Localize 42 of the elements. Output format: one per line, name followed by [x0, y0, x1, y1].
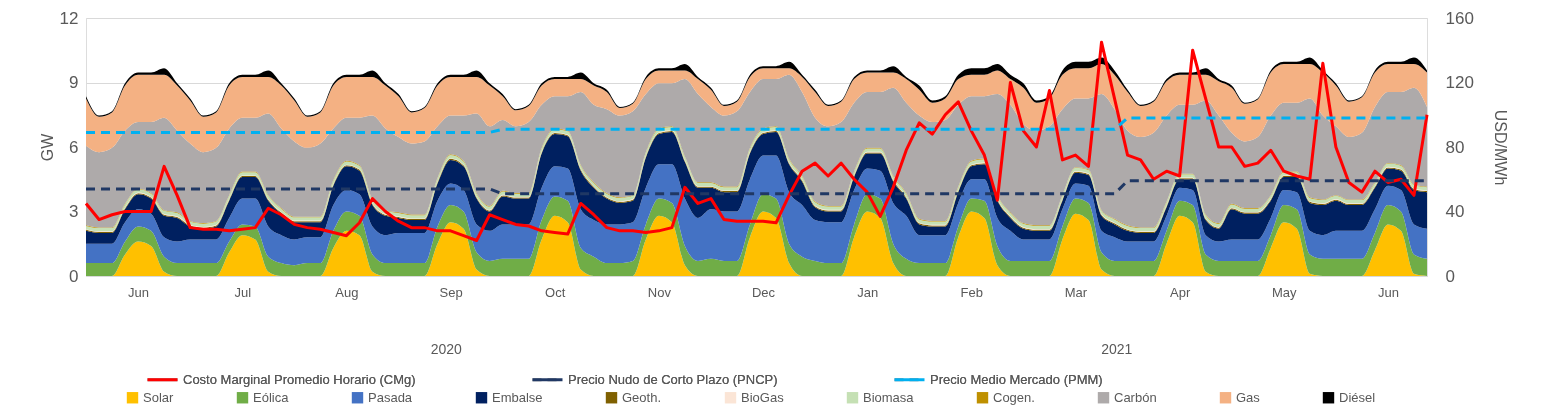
x-tick-label: Jan — [857, 284, 879, 300]
y2-tick-label: 80 — [1445, 137, 1465, 157]
legend-label: Carbón — [1114, 389, 1157, 405]
y-tick-label: 0 — [69, 266, 79, 286]
y2-tick-label: 160 — [1445, 8, 1474, 28]
legend-label: Biomasa — [863, 389, 915, 405]
legend-label: Precio Medio Mercado (PMM) — [930, 371, 1103, 387]
y-tick-label: 9 — [69, 73, 79, 92]
legend-label: BioGas — [741, 389, 785, 405]
legend-label: Cogen. — [993, 389, 1035, 405]
y2-tick-label: 0 — [1445, 266, 1455, 286]
legend-label: Precio Nudo de Corto Plazo (PNCP) — [568, 371, 778, 387]
x-tick-label: Jul — [234, 284, 252, 300]
legend-label: Costo Marginal Promedio Horario (CMg) — [183, 371, 416, 387]
x-tick-label: Apr — [1170, 284, 1191, 300]
x-tick-label: Nov — [647, 284, 672, 300]
legend-label: Diésel — [1339, 389, 1376, 405]
y2-tick-label: 40 — [1445, 202, 1465, 221]
legend-label: Geoth. — [622, 389, 662, 405]
y2-tick-label: 120 — [1445, 73, 1474, 92]
x-tick-label: Feb — [960, 284, 984, 300]
x-tick-label: Jun — [128, 284, 150, 300]
y-tick-label: 3 — [69, 202, 79, 221]
x-tick-label: Sep — [439, 284, 463, 300]
x-tick-label: Mar — [1064, 284, 1088, 300]
x-tick-label: Aug — [335, 284, 359, 300]
legend-label: Gas — [1236, 389, 1261, 405]
text: 2021 — [1101, 341, 1133, 357]
text: 2020 — [430, 341, 463, 357]
x-tick-label: May — [1272, 284, 1298, 300]
y-axis-title: GW — [38, 132, 56, 162]
x-tick-label: Dec — [751, 284, 776, 300]
legend-label: Solar — [143, 389, 175, 405]
legend-label: Pasada — [368, 389, 413, 405]
x-tick-label: Oct — [545, 284, 566, 300]
y-tick-label: 12 — [59, 8, 79, 28]
x-tick-label: Jun — [1377, 284, 1399, 300]
legend-label: Eólica — [253, 389, 290, 405]
legend-label: Embalse — [492, 389, 543, 405]
line-series — [84, 40, 1429, 243]
y2-axis-title: USD/MWh — [1491, 109, 1509, 186]
y-tick-label: 6 — [69, 137, 79, 157]
